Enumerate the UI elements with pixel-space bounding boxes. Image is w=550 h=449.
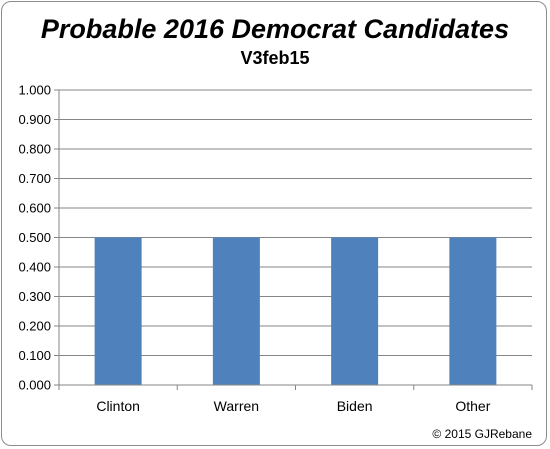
y-tick-label: 1.000 — [18, 83, 51, 98]
bar-other — [449, 237, 497, 385]
x-category-labels: Clinton Warren Biden Other — [96, 398, 490, 414]
y-tick-label: 0.800 — [18, 142, 51, 157]
y-tick-label: 0.100 — [18, 348, 51, 363]
y-tick-label: 0.200 — [18, 319, 51, 334]
y-tick-label: 0.700 — [18, 171, 51, 186]
y-tick-label: 0.400 — [18, 260, 51, 275]
y-tick-label: 0.600 — [18, 201, 51, 216]
x-category-label: Clinton — [96, 398, 140, 414]
chart-subtitle: V3feb15 — [240, 48, 310, 68]
chart-title: Probable 2016 Democrat Candidates — [40, 14, 510, 44]
bar-biden — [331, 237, 379, 385]
x-category-label: Other — [455, 398, 490, 414]
y-tick-label: 0.000 — [18, 378, 51, 393]
copyright-note: © 2015 GJRebane — [432, 427, 532, 441]
axes — [54, 89, 533, 390]
y-tick-labels: 0.000 0.100 0.200 0.300 0.400 0.500 0.600 0.700… — [18, 83, 51, 393]
y-tick-label: 0.500 — [18, 230, 51, 245]
x-category-label: Biden — [337, 398, 373, 414]
y-tick-label: 0.900 — [18, 112, 51, 127]
bars — [94, 237, 497, 385]
bar-clinton — [94, 237, 142, 385]
bar-warren — [212, 237, 260, 385]
y-tick-label: 0.300 — [18, 289, 51, 304]
x-category-label: Warren — [214, 398, 259, 414]
